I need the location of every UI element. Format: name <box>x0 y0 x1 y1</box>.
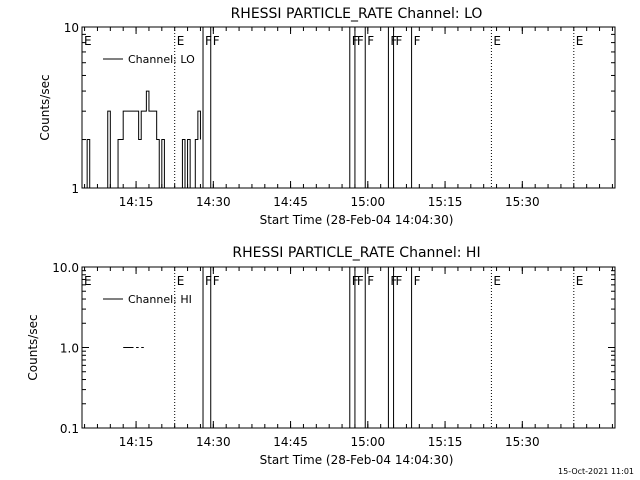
x-tick-label: 14:15 <box>119 435 154 449</box>
marker-label: F <box>213 34 220 48</box>
x-tick-label: 15:00 <box>351 195 386 209</box>
marker-label: F <box>414 34 421 48</box>
x-tick-label: 14:30 <box>196 195 231 209</box>
y-tick-label: 10.0 <box>52 261 79 275</box>
y-tick-label: 1.0 <box>60 342 79 356</box>
series-line-lo <box>82 90 201 189</box>
plot-frame <box>81 266 616 429</box>
plot-frame <box>81 26 616 189</box>
marker-label: E <box>493 274 501 288</box>
marker-label: E <box>177 34 185 48</box>
y-tick-label: 0.1 <box>60 422 79 436</box>
x-tick-label: 15:30 <box>505 195 540 209</box>
legend-entry: Channel: HI <box>128 293 192 306</box>
marker-label: E <box>84 34 92 48</box>
marker-label: E <box>177 274 185 288</box>
x-tick-label: 15:30 <box>505 435 540 449</box>
x-tick-label: 14:45 <box>273 435 308 449</box>
marker-label: F <box>357 274 364 288</box>
marker-label: F <box>213 274 220 288</box>
y-axis-label: Counts/sec <box>26 314 40 380</box>
marker-label: E <box>493 34 501 48</box>
footer-timestamp: 15-Oct-2021 11:01 <box>558 467 634 476</box>
marker-label: E <box>576 34 584 48</box>
legend-entry: Channel: LO <box>128 53 195 66</box>
x-tick-label: 14:30 <box>196 435 231 449</box>
marker-label: F <box>205 34 212 48</box>
x-tick-label: 15:00 <box>351 435 386 449</box>
y-tick-label: 1 <box>71 182 79 196</box>
marker-label: F <box>367 274 374 288</box>
marker-label: E <box>576 274 584 288</box>
marker-label: F <box>357 34 364 48</box>
x-axis-label: Start Time (28-Feb-04 14:04:30) <box>260 213 454 227</box>
x-axis-label: Start Time (28-Feb-04 14:04:30) <box>260 453 454 467</box>
x-tick-label: 15:15 <box>428 195 463 209</box>
marker-label: F <box>367 34 374 48</box>
y-tick-label: 10 <box>64 21 79 35</box>
x-tick-label: 14:45 <box>273 195 308 209</box>
y-axis-label: Counts/sec <box>38 74 52 140</box>
marker-label: F <box>396 274 403 288</box>
x-tick-label: 15:15 <box>428 435 463 449</box>
marker-label: E <box>84 274 92 288</box>
marker-label: F <box>205 274 212 288</box>
marker-label: F <box>414 274 421 288</box>
chart-title: RHESSI PARTICLE_RATE Channel: HI <box>232 245 480 261</box>
x-tick-label: 14:15 <box>119 195 154 209</box>
marker-label: F <box>396 34 403 48</box>
chart-title: RHESSI PARTICLE_RATE Channel: LO <box>231 6 483 22</box>
